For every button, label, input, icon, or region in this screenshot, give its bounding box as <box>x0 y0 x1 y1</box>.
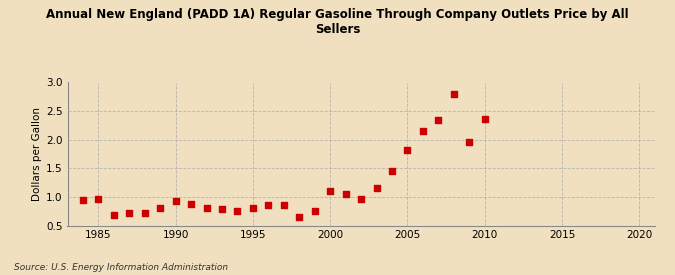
Point <box>309 208 320 213</box>
Point <box>78 198 88 202</box>
Point <box>155 206 165 211</box>
Point <box>232 208 243 213</box>
Point <box>170 199 181 204</box>
Point <box>139 211 150 215</box>
Point <box>433 118 443 122</box>
Point <box>93 197 104 201</box>
Point <box>448 92 459 96</box>
Point <box>325 188 335 193</box>
Point <box>464 140 475 144</box>
Point <box>418 129 429 133</box>
Point <box>371 186 382 190</box>
Point <box>109 213 119 218</box>
Point <box>402 148 413 152</box>
Point <box>356 196 367 201</box>
Point <box>201 206 212 210</box>
Point <box>294 215 304 220</box>
Point <box>279 203 290 207</box>
Text: Source: U.S. Energy Information Administration: Source: U.S. Energy Information Administ… <box>14 263 227 272</box>
Point <box>186 202 196 207</box>
Point <box>479 117 490 121</box>
Point <box>217 207 227 212</box>
Point <box>248 206 259 211</box>
Point <box>340 192 351 196</box>
Point <box>263 203 274 207</box>
Point <box>124 211 135 215</box>
Point <box>387 168 398 173</box>
Text: Annual New England (PADD 1A) Regular Gasoline Through Company Outlets Price by A: Annual New England (PADD 1A) Regular Gas… <box>46 8 629 36</box>
Y-axis label: Dollars per Gallon: Dollars per Gallon <box>32 107 42 201</box>
